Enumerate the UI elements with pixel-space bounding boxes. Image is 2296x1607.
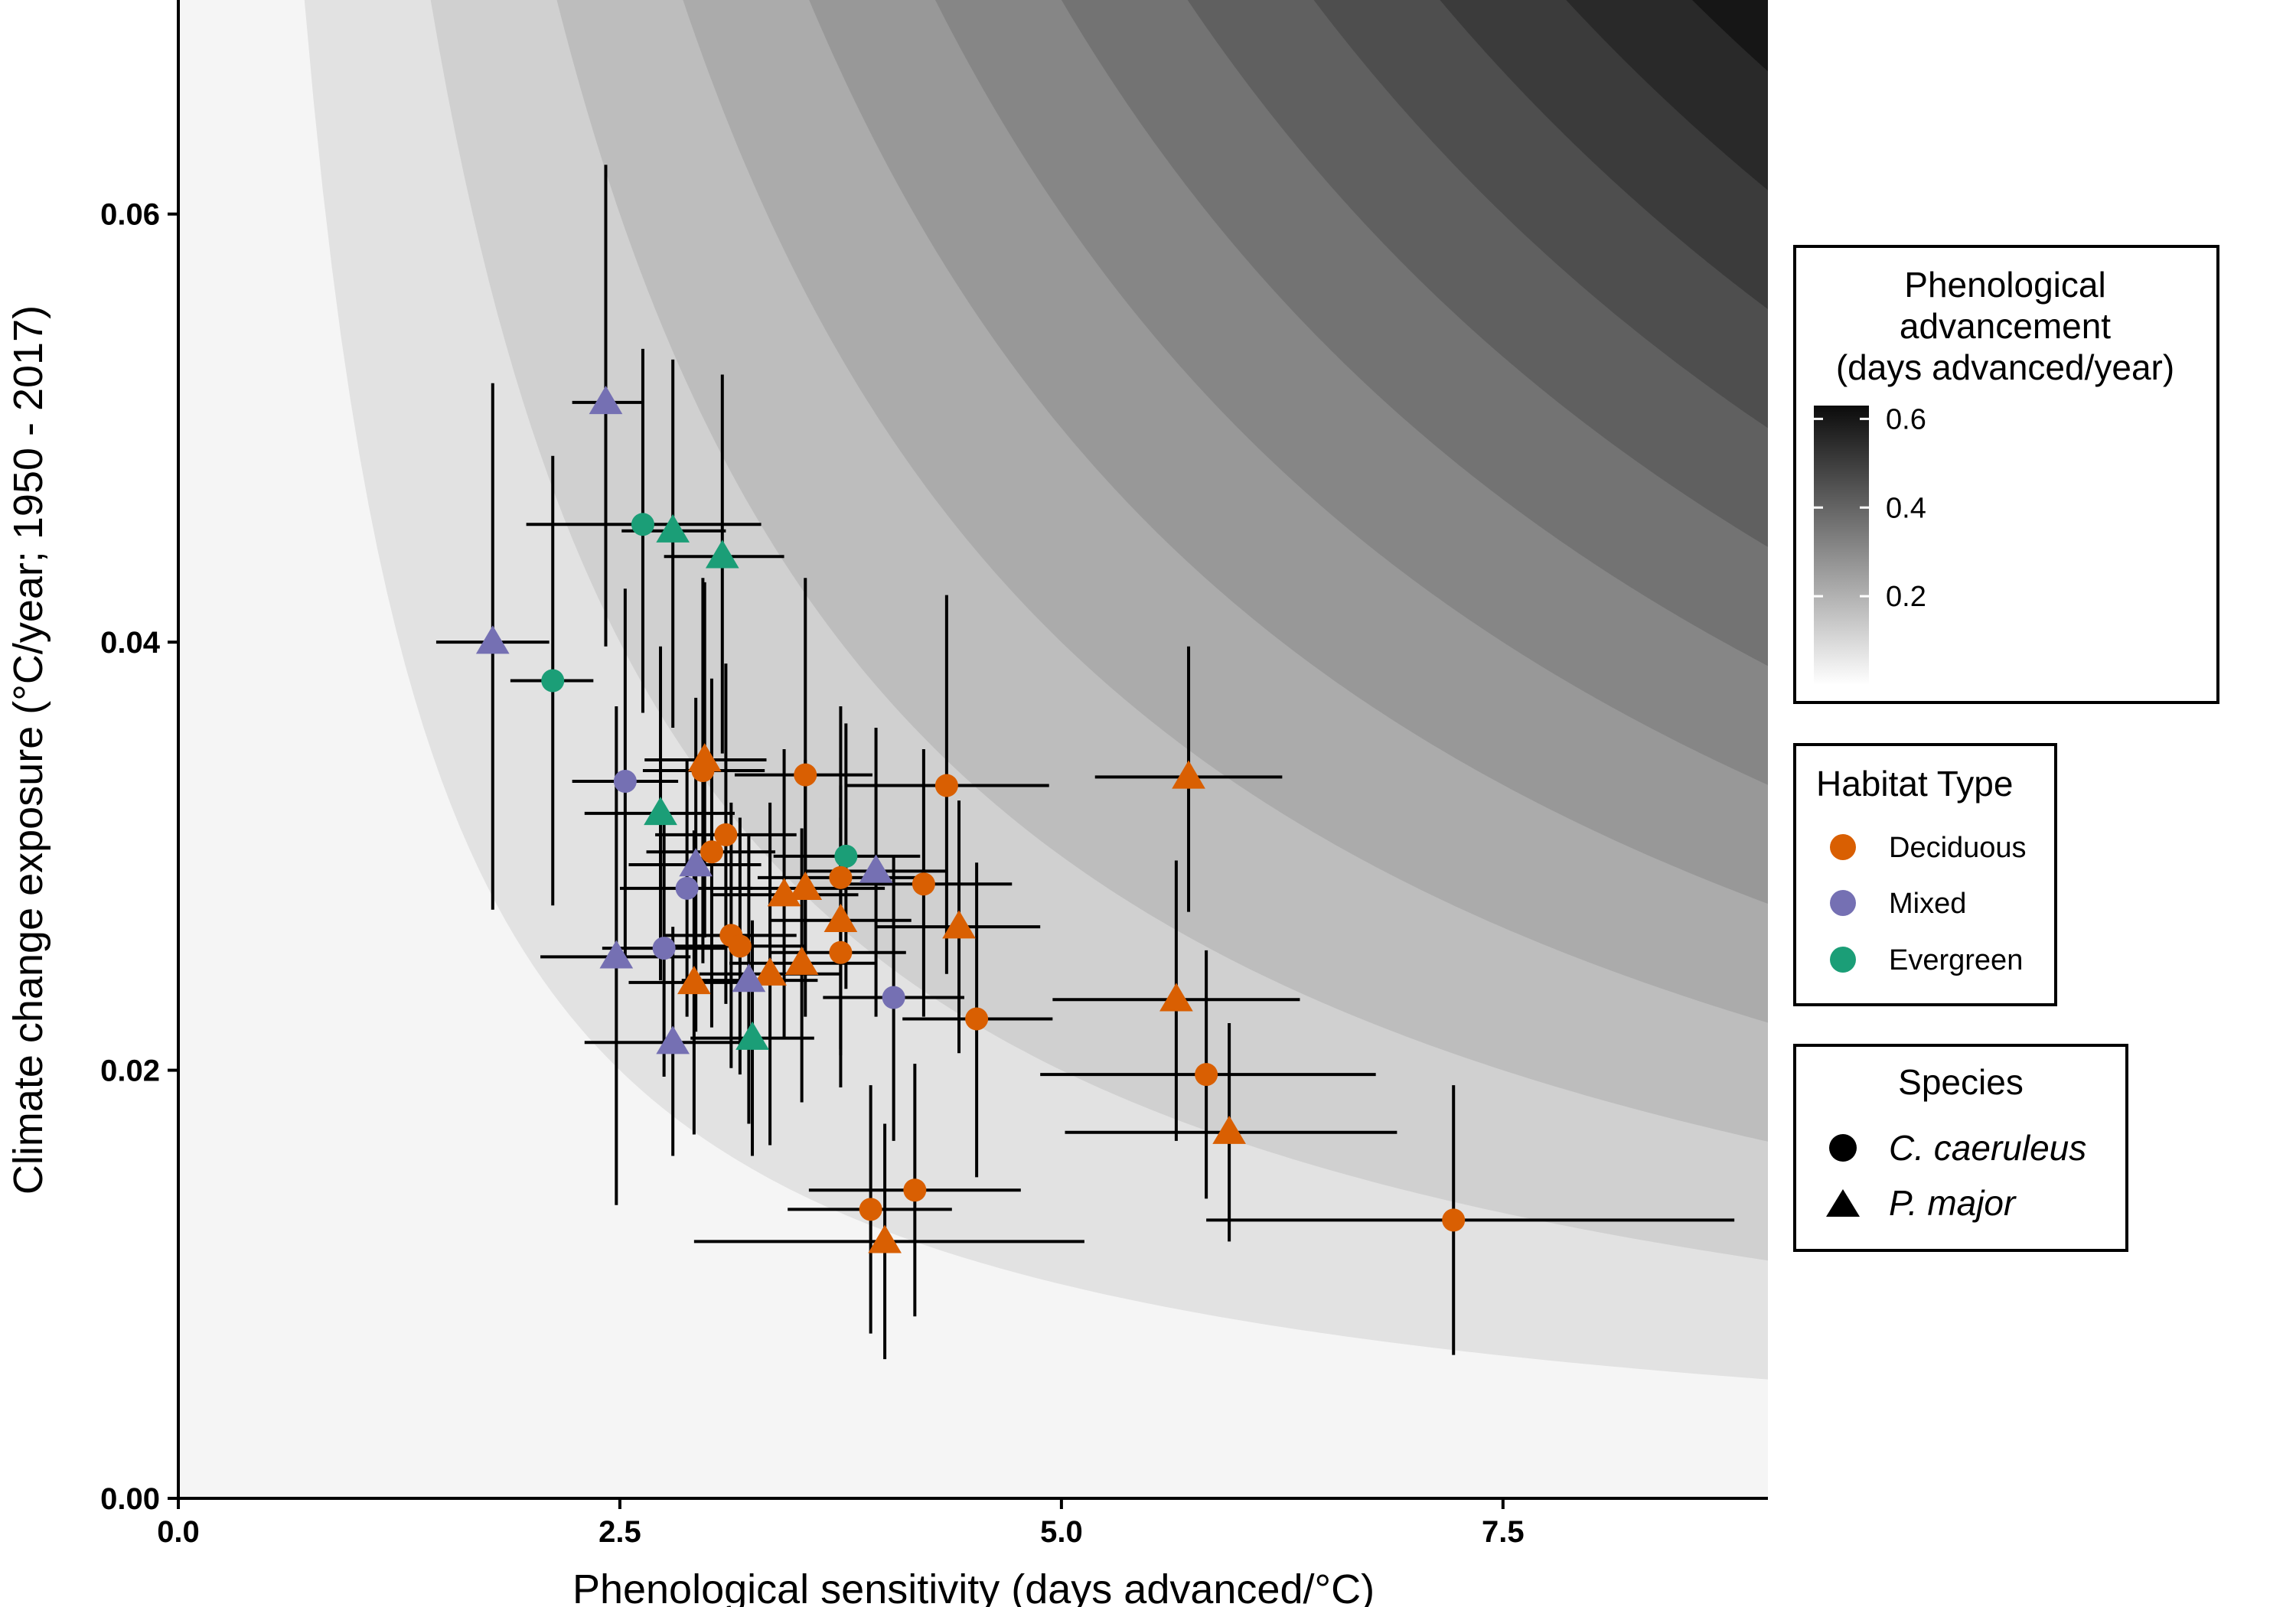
legend-fill-title-1: Phenological: [1904, 265, 2105, 305]
data-point-triangle: [732, 963, 766, 993]
data-point-triangle: [599, 940, 634, 969]
data-point-circle: [903, 1178, 927, 1202]
data-point-circle: [652, 937, 676, 960]
data-point-triangle: [1159, 983, 1193, 1012]
data-point-triangle: [589, 386, 623, 415]
legend-swatch-mixed: [1830, 890, 1856, 916]
data-point-triangle: [705, 539, 739, 569]
y-axis-title: Climate change exposure (°C/year; 1950 -…: [5, 305, 51, 1195]
data-point-triangle: [753, 957, 787, 986]
data-point-triangle: [868, 1224, 902, 1253]
data-point-triangle: [942, 910, 976, 939]
legend-fill: Phenological advancement (days advanced/…: [1793, 245, 2219, 704]
data-point-triangle: [644, 797, 677, 826]
data-point-circle: [829, 940, 853, 964]
data-point-circle: [613, 769, 637, 793]
y-tick-label: 0.02: [100, 1054, 160, 1088]
y-tick-label: 0.04: [100, 626, 161, 660]
data-point-triangle: [1172, 760, 1205, 789]
data-point-triangle: [679, 848, 713, 877]
colorbar-tick-label: 0.6: [1886, 403, 1926, 435]
legend-species: Species C. caeruleus P. major: [1793, 1044, 2128, 1252]
legend-species-title: Species: [1898, 1062, 2024, 1102]
y-axis-ticks: 0.00 0.02 0.04 0.06: [100, 198, 178, 1516]
legend-label-mixed: Mixed: [1889, 888, 1966, 920]
legend-habitat-title: Habitat Type: [1816, 764, 2013, 804]
legend-swatch-evergreen: [1830, 947, 1856, 973]
colorbar-tick-label: 0.2: [1886, 581, 1926, 613]
data-point-circle: [675, 876, 699, 900]
data-point-circle: [882, 986, 905, 1009]
legend-swatch-triangle: [1826, 1189, 1860, 1217]
x-tick-label: 5.0: [1040, 1515, 1083, 1549]
y-tick-label: 0.06: [100, 198, 160, 232]
data-point-triangle: [859, 854, 893, 883]
heatmap-band: [1692, 0, 1768, 72]
data-point-circle: [829, 865, 853, 889]
x-axis-ticks: 0.0 2.5 5.0 7.5: [157, 1498, 1525, 1549]
data-point-circle: [714, 823, 738, 846]
heatmap-background: [178, 0, 1768, 1498]
data-point-triangle: [656, 513, 690, 543]
legend-label-p-major: P. major: [1889, 1183, 2017, 1223]
legend-label-c-caeruleus: C. caeruleus: [1889, 1128, 2086, 1168]
data-point-triangle: [656, 1025, 690, 1054]
data-point-circle: [794, 763, 817, 787]
data-point-circle: [859, 1198, 882, 1221]
data-point-circle: [700, 840, 723, 864]
data-point-circle: [728, 934, 752, 958]
x-tick-label: 2.5: [598, 1515, 641, 1549]
data-point-triangle: [767, 878, 801, 907]
data-point-triangle: [735, 1021, 769, 1050]
legend-fill-title-2: advancement: [1900, 306, 2111, 346]
data-point-circle: [541, 669, 565, 693]
legend-fill-title-3: (days advanced/year): [1836, 347, 2174, 387]
data-point-triangle: [788, 871, 823, 901]
data-point-circle: [965, 1007, 989, 1031]
y-tick-label: 0.00: [100, 1482, 160, 1516]
data-point-triangle: [1212, 1115, 1246, 1144]
legend-swatch-circle: [1829, 1134, 1857, 1162]
legend-colorbar: [1814, 406, 1869, 685]
data-point-circle: [1195, 1063, 1218, 1087]
x-tick-label: 0.0: [157, 1515, 200, 1549]
heatmap-band: [1566, 0, 1768, 191]
legend-label-deciduous: Deciduous: [1889, 832, 2027, 864]
legend-colorbar-ticks: 0.6 0.4 0.2: [1814, 403, 1926, 613]
x-tick-label: 7.5: [1482, 1515, 1525, 1549]
data-point-triangle: [687, 743, 722, 772]
data-point-triangle: [784, 946, 819, 975]
data-point-triangle: [475, 625, 510, 654]
data-point-circle: [631, 513, 654, 536]
data-point-circle: [934, 774, 958, 797]
data-point-triangle: [677, 966, 711, 995]
legend-label-evergreen: Evergreen: [1889, 944, 2023, 976]
legend-habitat: Habitat Type Deciduous Mixed Evergreen: [1793, 743, 2057, 1006]
data-points: [475, 386, 1466, 1253]
legend-swatch-deciduous: [1830, 834, 1856, 860]
x-axis-title: Phenological sensitivity (days advanced/…: [572, 1566, 1375, 1607]
data-point-circle: [834, 844, 858, 868]
data-point-circle: [1442, 1208, 1466, 1232]
data-point-circle: [912, 872, 935, 896]
data-point-triangle: [823, 903, 858, 932]
colorbar-tick-label: 0.4: [1886, 492, 1926, 524]
axes: 0.0 2.5 5.0 7.5 0.00 0.02 0.04 0.06: [100, 0, 1768, 1549]
